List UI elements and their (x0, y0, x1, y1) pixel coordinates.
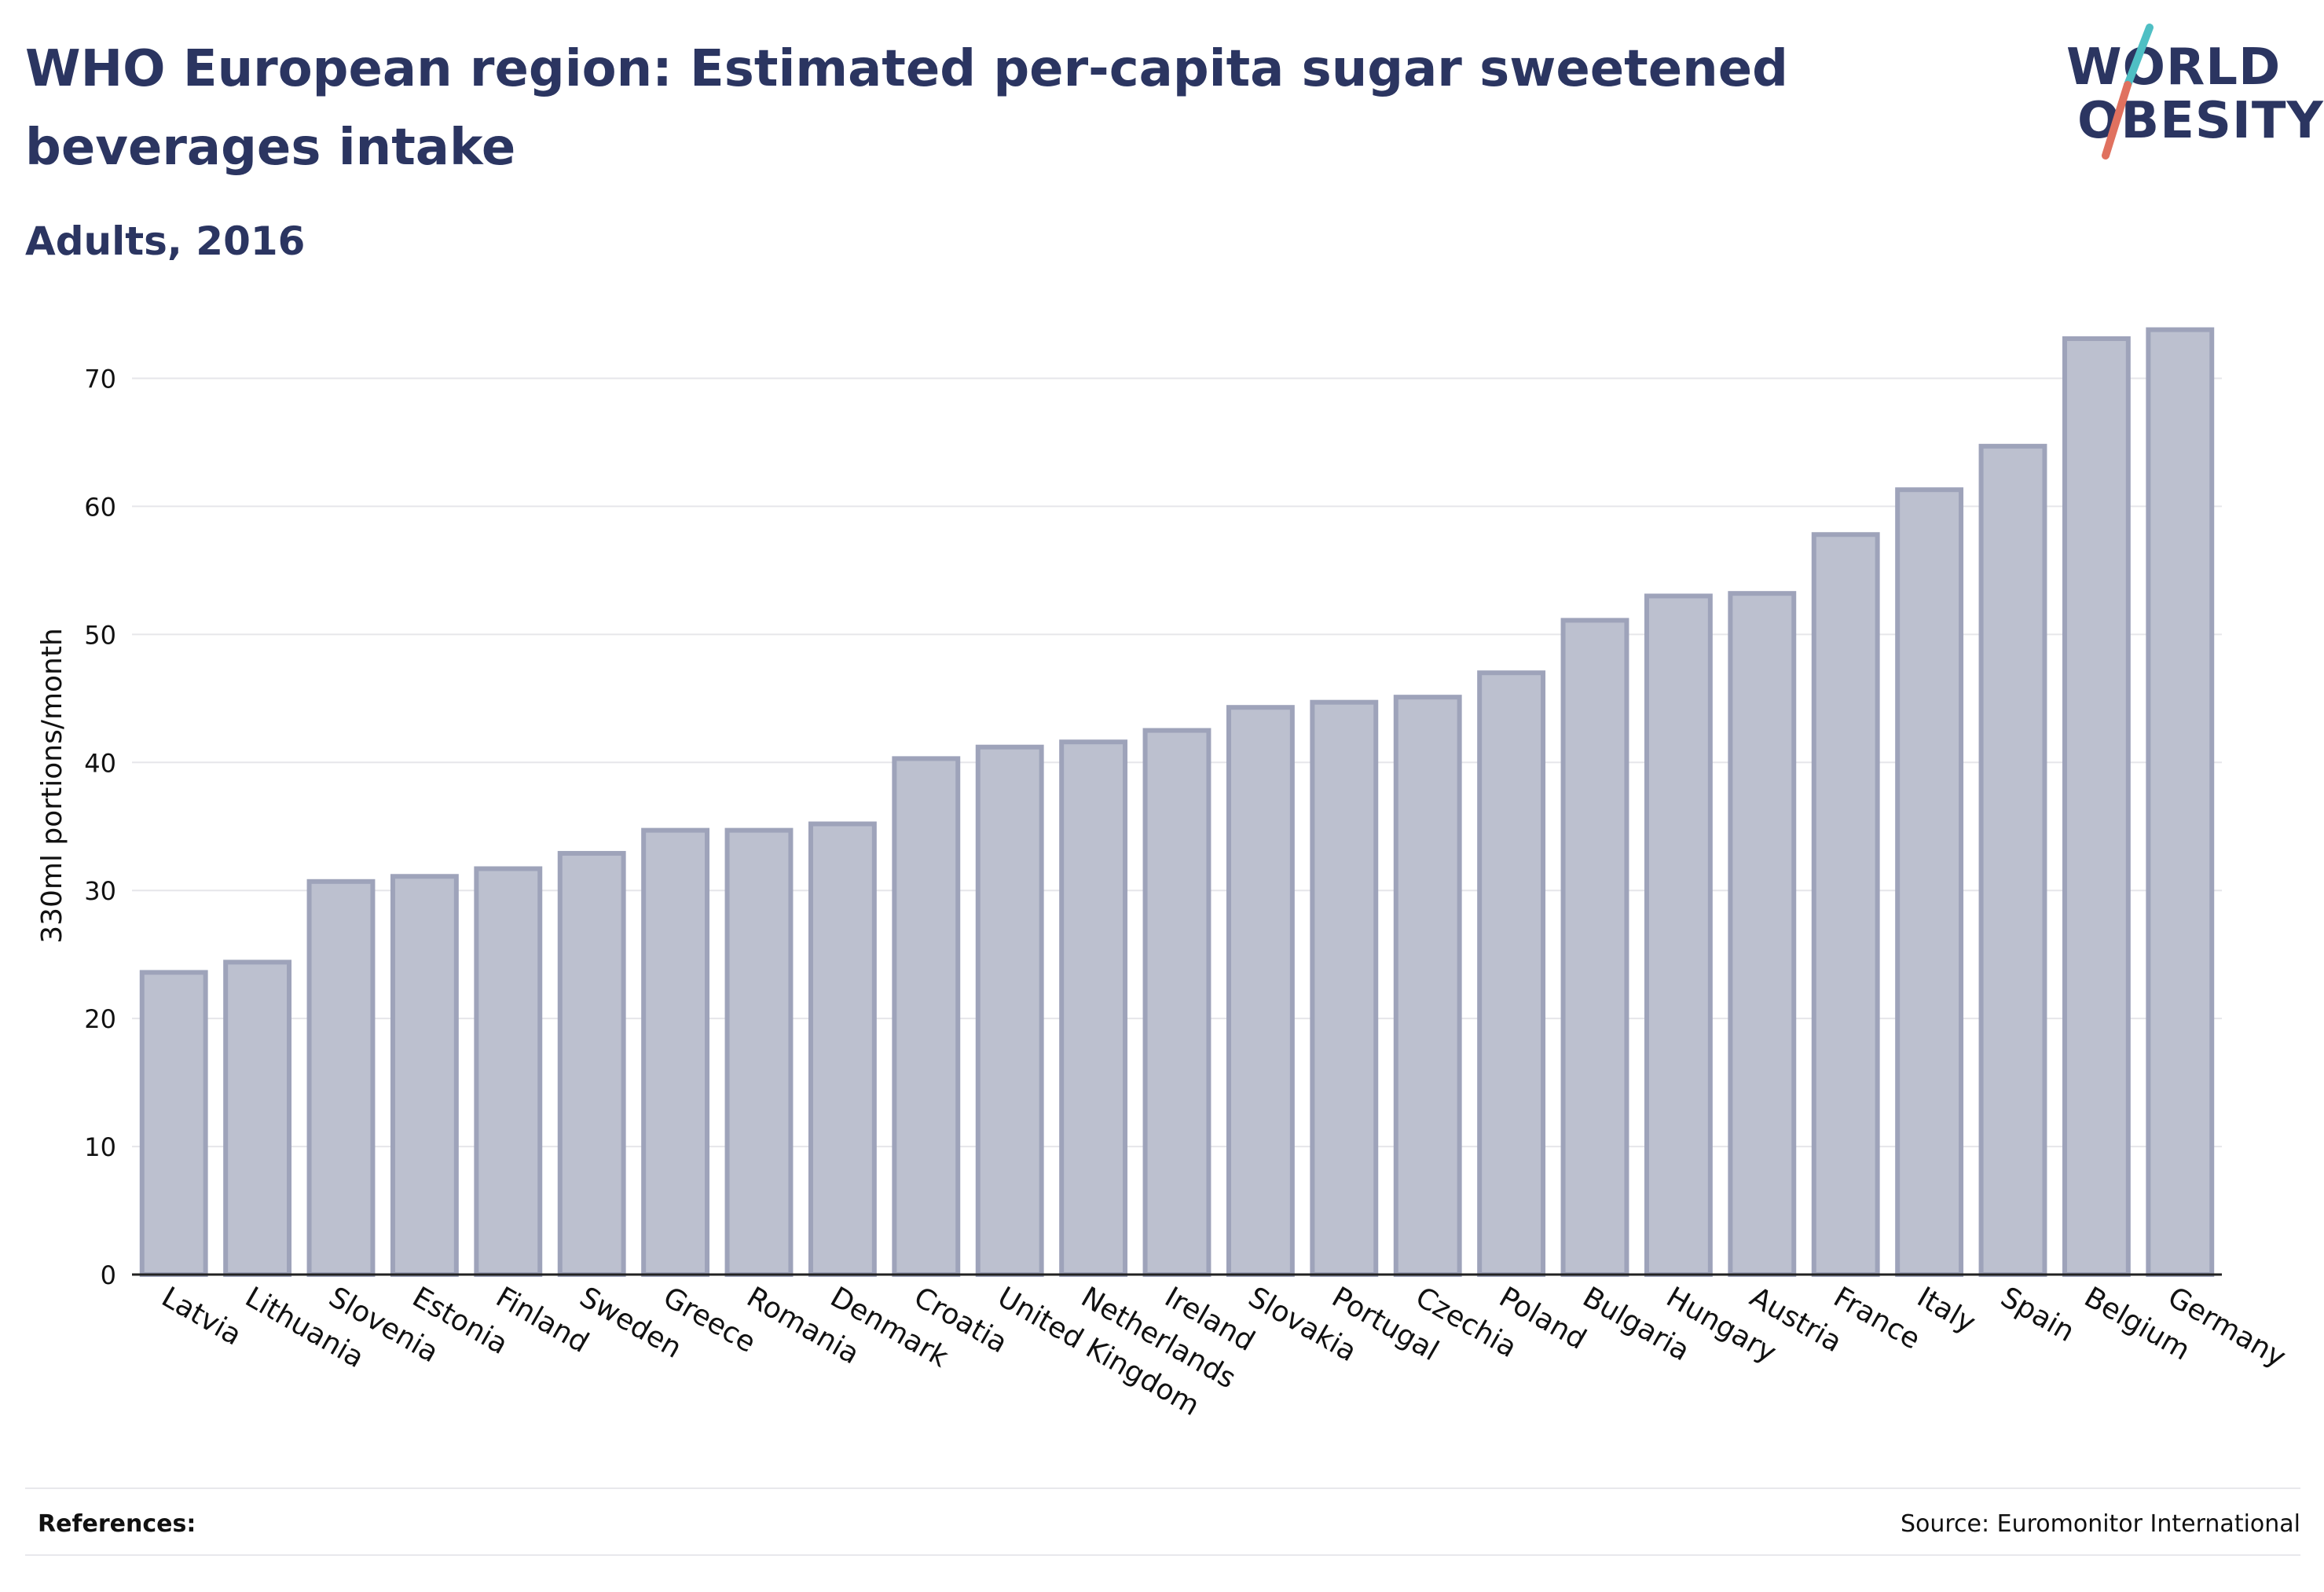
bar-united-kingdom (975, 744, 1044, 1277)
bar-italy (1895, 487, 1964, 1277)
footer-divider-top (25, 1487, 2300, 1489)
bar-sweden (557, 850, 626, 1277)
bar-spain (1978, 443, 2047, 1278)
source-note: Source: Euromonitor International (1900, 1510, 2300, 1538)
bar-ireland (1142, 728, 1211, 1277)
bar-romania (724, 827, 794, 1277)
bar-netherlands (1059, 739, 1128, 1277)
x-tick-label: Finland (490, 1281, 594, 1359)
bar-poland (1477, 670, 1546, 1277)
bar-hungary (1644, 593, 1713, 1277)
y-tick-label: 50 (84, 620, 116, 650)
bar-estonia (390, 874, 459, 1277)
logo-slash-icon (2102, 24, 2154, 160)
chart-title: WHO European region: Estimated per-capit… (25, 40, 1788, 177)
y-axis-label: 330ml portions/month (36, 628, 68, 944)
x-tick-label: Latvia (156, 1281, 247, 1352)
bar-belgium (2062, 336, 2131, 1278)
y-tick-label: 60 (84, 492, 116, 522)
bar-austria (1728, 591, 1797, 1277)
y-tick-label: 20 (84, 1004, 116, 1034)
bar-bulgaria (1560, 618, 1629, 1277)
bar-portugal (1310, 699, 1379, 1277)
bar-greece (641, 827, 710, 1277)
bar-slovakia (1226, 705, 1295, 1277)
bar-france (1811, 532, 1880, 1277)
x-tick-label: Spain (1996, 1281, 2080, 1348)
world-obesity-logo: WORLD OBESITY (2051, 24, 2323, 165)
y-tick-label: 70 (84, 364, 116, 394)
bar-slovenia (306, 879, 376, 1277)
references-label: References: (38, 1510, 196, 1538)
x-tick-label: France (1828, 1281, 1926, 1355)
chart-subtitle: Adults, 2016 (25, 218, 306, 264)
footer-divider-bottom (25, 1554, 2300, 1556)
bars (139, 327, 2215, 1278)
bar-lithuania (223, 959, 292, 1277)
bar-germany (2146, 327, 2215, 1277)
bar-czechia (1393, 695, 1462, 1277)
y-tick-label: 10 (84, 1132, 116, 1162)
bar-croatia (892, 756, 961, 1277)
bar-latvia (139, 970, 208, 1277)
logo-line-1: WORLD (2066, 39, 2282, 97)
y-tick-label: 40 (84, 748, 116, 778)
bar-chart: 010203040506070LatviaLithuaniaSloveniaEs… (36, 327, 2291, 1422)
bar-denmark (808, 821, 877, 1277)
bar-finland (474, 866, 543, 1277)
y-tick-label: 0 (101, 1260, 116, 1290)
y-tick-label: 30 (84, 876, 116, 906)
